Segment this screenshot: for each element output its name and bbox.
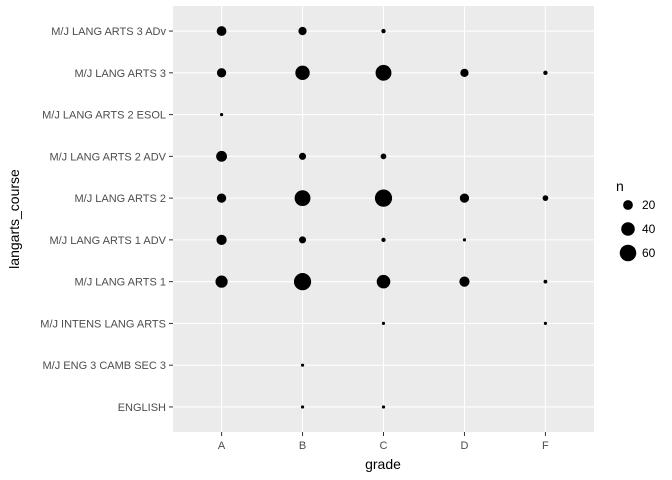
data-point [300,405,305,409]
data-point [460,68,469,77]
data-point [543,70,548,76]
x-tick-label: D [460,440,468,452]
data-point [381,405,386,409]
y-tick-label: M/J LANG ARTS 2 ADV [49,151,166,163]
x-axis-title: grade [365,456,401,472]
y-tick-label: M/J LANG ARTS 3 ADv [51,26,166,38]
y-tick-label: M/J LANG ARTS 3 [75,68,167,80]
legend-key [621,222,635,236]
y-tick-label: M/J LANG ARTS 1 ADV [49,235,166,247]
data-point [375,64,392,81]
y-tick-label: M/J LANG ARTS 2 ESOL [42,110,166,122]
data-point [298,26,307,36]
legend-label: 60 [642,246,656,260]
y-tick-label: M/J INTENS LANG ARTS [40,318,166,330]
legend-key [623,200,633,210]
data-point [293,273,312,291]
data-point [295,65,310,81]
data-points [215,26,549,409]
y-tick-label: M/J LANG ARTS 2 [75,193,167,205]
data-point [459,193,470,203]
y-tick-label: M/J LANG ARTS 1 [75,277,167,289]
data-point [298,152,307,160]
size-legend: n 20 40 60 [616,178,656,262]
legend-title: n [616,178,624,194]
y-axis-title: langarts_course [6,169,22,269]
legend-label: 20 [642,198,656,212]
data-point [216,68,227,78]
data-point [215,275,228,288]
y-tick-label: ENGLISH [118,402,166,414]
y-tick-label: M/J ENG 3 CAMB SEC 3 [43,360,166,372]
data-point [380,153,387,160]
data-point [294,190,311,207]
data-point [459,276,470,287]
data-point [381,28,386,34]
data-point [374,189,393,207]
data-point [216,26,227,36]
data-point [462,238,467,242]
data-point [300,363,305,367]
x-tick-label: A [218,440,226,452]
data-point [543,321,548,326]
data-point [216,234,227,245]
data-point [298,236,307,244]
x-tick-label: C [380,440,388,452]
data-point [376,274,391,289]
x-tick-label: F [542,440,549,452]
data-point [543,279,548,284]
data-point [219,112,224,117]
data-point [381,321,386,326]
data-point [216,193,227,203]
legend-key [619,244,637,262]
data-point [216,150,227,162]
data-point [542,195,549,201]
data-point [381,237,386,243]
x-tick-label: B [299,440,306,452]
legend-label: 40 [642,222,656,236]
y-axis-ticks: ENGLISH M/J ENG 3 CAMB SEC 3 M/J INTENS LA… [40,26,173,414]
